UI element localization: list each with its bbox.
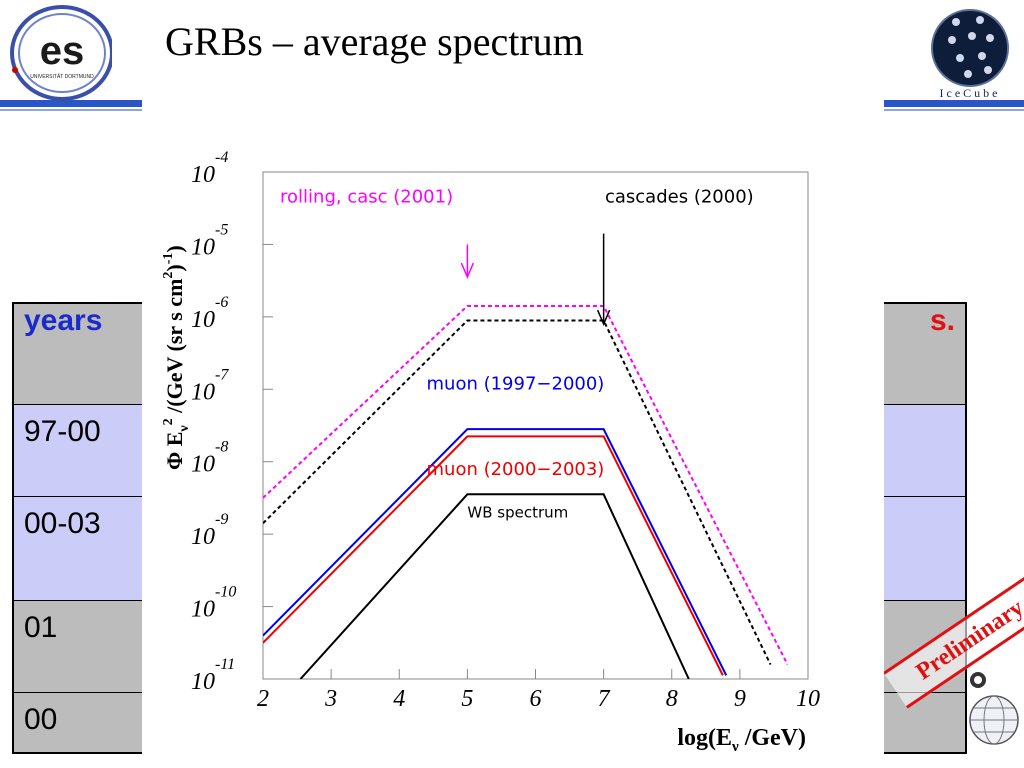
y-tick-label: 10-10 [191,584,236,623]
logo-right-text: IceCube [939,86,1001,100]
series-label: muon (2000−2003) [427,459,605,480]
series-line [263,319,772,665]
series-label: cascades (2000) [605,186,754,207]
x-axis-label: log(Eν /GeV) [677,725,806,755]
globe-icon [969,672,1019,745]
y-tick-label: 10-4 [191,149,228,188]
annotation-arrowhead [460,262,475,279]
series-label: rolling, casc (2001) [280,186,453,207]
y-tick-label: 10-11 [191,656,235,695]
series-line [263,435,724,676]
x-tick-label: 3 [324,686,337,712]
x-tick-label: 4 [393,686,405,712]
icecube-logo [931,9,1009,87]
series-label: WB spectrum [467,503,568,521]
spectrum-chart: rolling, casc (2001) cascades (2000) muon … [161,149,820,755]
title-rule-right [884,100,1024,111]
y-tick-label: 10-8 [191,439,228,478]
series-line [263,428,728,676]
series-line [263,304,789,665]
title-rule-left [0,100,142,111]
y-tick-label: 10-7 [191,366,229,405]
y-tick-label: 10-9 [191,511,228,550]
slide-title: GRBs – average spectrum [165,19,584,64]
y-tick-label: 10-5 [191,221,228,260]
x-tick-label: 9 [734,686,746,712]
x-tick-label: 6 [530,686,542,712]
y-axis-label: Φ Eν2 /(GeV (sr s cm2)-1) [161,245,192,470]
logo-left-text: es [40,29,85,73]
x-tick-label: 5 [461,686,473,712]
series-label: muon (1997−2000) [427,373,605,394]
chart-panel: rolling, casc (2001) cascades (2000) muon … [142,110,884,768]
x-tick-label: 8 [666,686,678,712]
y-tick-label: 10-6 [191,294,228,333]
x-tick-label: 2 [257,686,269,712]
x-tick-label: 10 [796,686,820,712]
annotation-arrowhead [596,309,611,327]
university-logo: es UNIVERSITÄT DORTMUND [10,5,112,101]
logo-left-subtext: UNIVERSITÄT DORTMUND [30,73,94,80]
series-line [299,493,690,679]
x-tick-label: 7 [598,686,611,712]
plot-frame [262,171,809,680]
